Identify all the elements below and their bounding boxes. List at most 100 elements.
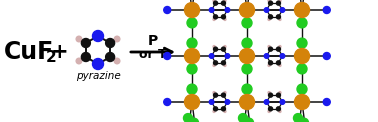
Circle shape [76, 58, 82, 64]
Circle shape [299, 118, 308, 122]
Circle shape [209, 100, 214, 104]
Circle shape [81, 39, 90, 47]
Circle shape [297, 38, 307, 48]
Text: +: + [51, 42, 69, 62]
Circle shape [224, 64, 226, 66]
Circle shape [93, 59, 104, 70]
Circle shape [213, 18, 215, 20]
Circle shape [264, 8, 269, 12]
Circle shape [187, 84, 197, 94]
Circle shape [222, 47, 225, 51]
Text: 2: 2 [46, 51, 57, 66]
Text: or T: or T [139, 49, 167, 61]
Circle shape [240, 2, 254, 17]
Circle shape [224, 110, 226, 112]
Text: pyrazine: pyrazine [76, 71, 120, 81]
Circle shape [240, 49, 254, 63]
Circle shape [214, 107, 218, 111]
Circle shape [268, 107, 273, 111]
Circle shape [294, 95, 310, 110]
Circle shape [209, 54, 214, 58]
Circle shape [184, 49, 200, 63]
Circle shape [214, 93, 218, 97]
Circle shape [224, 92, 226, 94]
Circle shape [279, 0, 281, 2]
Circle shape [222, 61, 225, 65]
Circle shape [242, 38, 252, 48]
Circle shape [268, 15, 273, 19]
Circle shape [224, 18, 226, 20]
Circle shape [76, 36, 82, 42]
Circle shape [268, 93, 273, 97]
Circle shape [187, 38, 197, 48]
Circle shape [268, 110, 270, 112]
Circle shape [222, 93, 225, 97]
Circle shape [187, 64, 197, 74]
Circle shape [213, 110, 215, 112]
Circle shape [213, 92, 215, 94]
Circle shape [297, 64, 307, 74]
Circle shape [268, 46, 270, 48]
Circle shape [279, 110, 281, 112]
Text: P: P [148, 34, 158, 48]
Circle shape [214, 61, 218, 65]
Circle shape [184, 95, 200, 110]
Text: CuF: CuF [4, 40, 54, 64]
Circle shape [268, 61, 273, 65]
Circle shape [222, 107, 225, 111]
Circle shape [242, 18, 252, 28]
Circle shape [225, 100, 230, 104]
Circle shape [280, 54, 285, 58]
Circle shape [222, 15, 225, 19]
Circle shape [114, 58, 120, 64]
Circle shape [293, 114, 302, 122]
Circle shape [105, 52, 115, 61]
FancyArrowPatch shape [131, 48, 172, 56]
Circle shape [225, 54, 230, 58]
Circle shape [280, 8, 285, 12]
Circle shape [323, 6, 330, 14]
Circle shape [279, 92, 281, 94]
Circle shape [214, 15, 218, 19]
Circle shape [213, 64, 215, 66]
Circle shape [276, 107, 280, 111]
Circle shape [279, 64, 281, 66]
Circle shape [93, 30, 104, 41]
Circle shape [183, 114, 192, 122]
Circle shape [294, 2, 310, 17]
Circle shape [264, 54, 269, 58]
Circle shape [184, 2, 200, 17]
Circle shape [279, 18, 281, 20]
Circle shape [276, 47, 280, 51]
Circle shape [164, 98, 171, 106]
Circle shape [297, 18, 307, 28]
Circle shape [276, 1, 280, 5]
Circle shape [105, 39, 115, 47]
Circle shape [245, 118, 254, 122]
Circle shape [294, 49, 310, 63]
Circle shape [268, 47, 273, 51]
Circle shape [323, 98, 330, 106]
Circle shape [279, 46, 281, 48]
Circle shape [239, 114, 248, 122]
Circle shape [214, 1, 218, 5]
Circle shape [276, 15, 280, 19]
Circle shape [297, 84, 307, 94]
Circle shape [164, 52, 171, 60]
Circle shape [242, 84, 252, 94]
Circle shape [209, 8, 214, 12]
Circle shape [280, 100, 285, 104]
Circle shape [268, 92, 270, 94]
Circle shape [268, 0, 270, 2]
Circle shape [187, 18, 197, 28]
Circle shape [276, 61, 280, 65]
Circle shape [213, 46, 215, 48]
Circle shape [268, 18, 270, 20]
Circle shape [222, 1, 225, 5]
Circle shape [164, 6, 171, 14]
Circle shape [214, 47, 218, 51]
Circle shape [240, 95, 254, 110]
Circle shape [189, 118, 198, 122]
Circle shape [224, 0, 226, 2]
Circle shape [225, 8, 230, 12]
